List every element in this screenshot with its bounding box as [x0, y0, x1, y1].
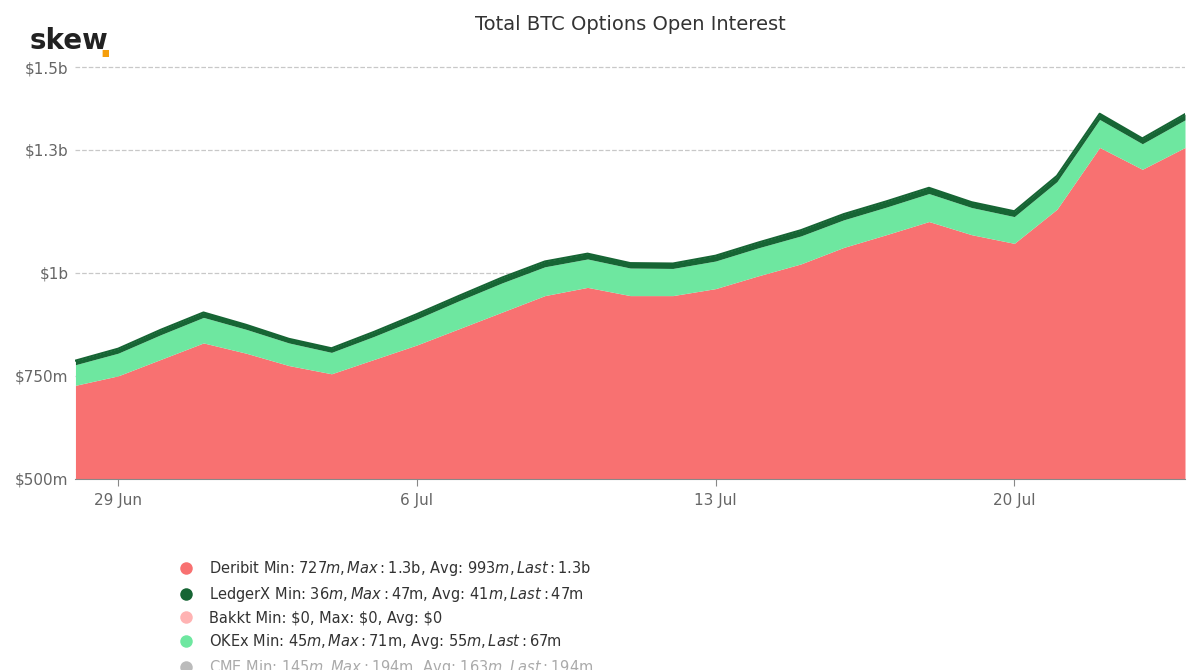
Text: skew: skew: [30, 27, 109, 55]
Legend: Deribit Min: $727m, Max: $1.3b, Avg: $993m, Last: $1.3b, LedgerX Min: $36m, Max:: Deribit Min: $727m, Max: $1.3b, Avg: $99…: [172, 559, 594, 670]
Text: .: .: [98, 30, 112, 64]
Title: Total BTC Options Open Interest: Total BTC Options Open Interest: [475, 15, 786, 34]
